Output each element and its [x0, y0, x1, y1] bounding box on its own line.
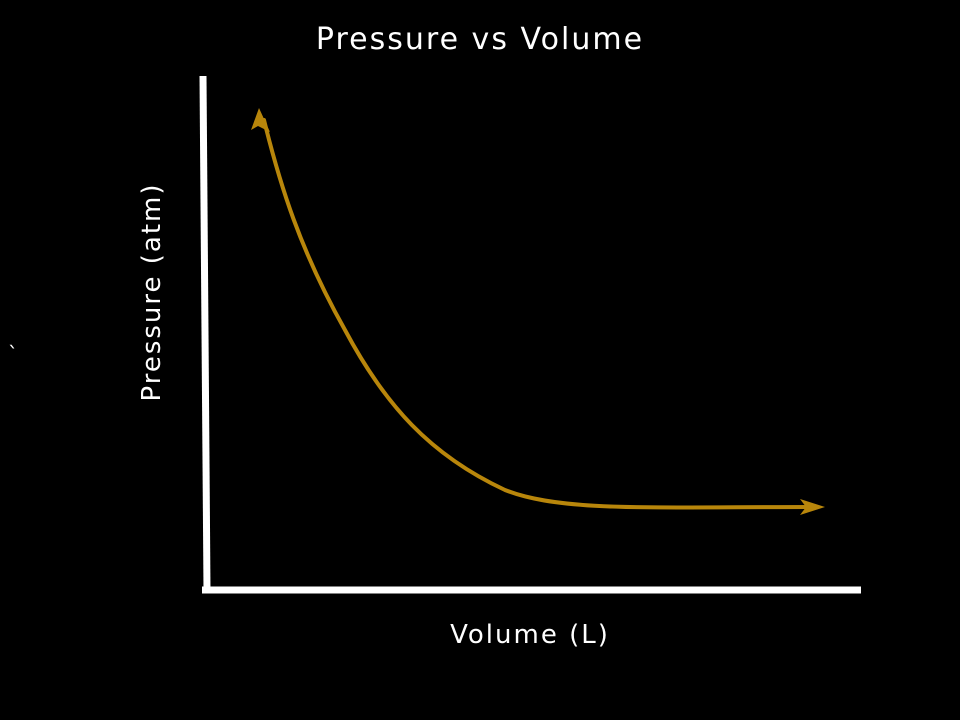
series-curve: [262, 118, 814, 510]
chart-title: Pressure vs Volume: [315, 22, 645, 57]
curve-arrowhead-right: [800, 499, 825, 515]
y-axis-line: [199, 75, 211, 591]
y-axis-label: Pressure (atm): [137, 182, 167, 402]
curve-arrowhead-top: [251, 108, 270, 132]
stray-mark: `: [8, 342, 18, 366]
x-axis-label: Volume (L): [450, 620, 610, 650]
